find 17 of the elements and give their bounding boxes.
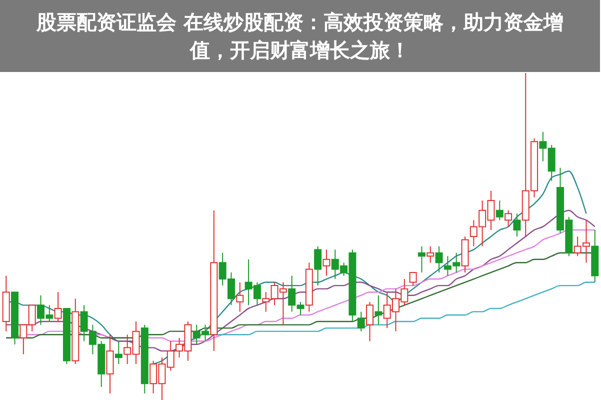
chart-title: 股票配资证监会 在线炒股配资：高效投资策略，助力资金增值，开启财富增长之旅！ bbox=[0, 0, 600, 72]
candlestick bbox=[418, 246, 426, 273]
candlestick bbox=[504, 210, 512, 228]
candlestick bbox=[426, 246, 434, 264]
candlestick bbox=[513, 213, 521, 237]
candlestick bbox=[357, 311, 365, 332]
candlestick bbox=[322, 249, 330, 276]
candlestick bbox=[114, 340, 122, 365]
candlestick bbox=[366, 301, 374, 342]
candlestick bbox=[374, 294, 382, 326]
candlestick bbox=[54, 292, 62, 322]
candlestick bbox=[409, 272, 417, 286]
candlestick bbox=[314, 246, 322, 286]
candlestick bbox=[435, 246, 443, 273]
candlestick bbox=[106, 334, 114, 394]
candlestick bbox=[236, 282, 244, 312]
candlestick bbox=[496, 200, 504, 221]
